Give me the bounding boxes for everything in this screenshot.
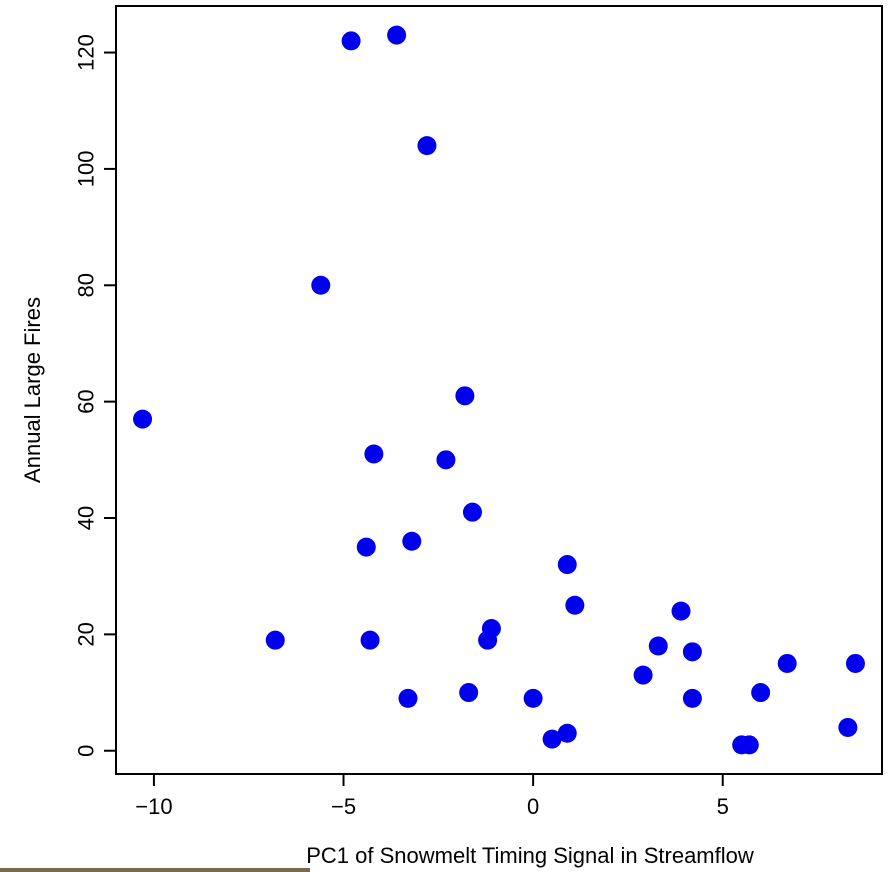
data-point (557, 555, 577, 575)
data-point (523, 688, 543, 708)
y-tick-label: 40 (74, 506, 99, 530)
y-tick-label: 120 (74, 34, 99, 71)
data-point (682, 688, 702, 708)
y-tick-label: 20 (74, 622, 99, 646)
y-tick-label: 60 (74, 389, 99, 413)
data-point (436, 450, 456, 470)
data-point (739, 735, 759, 755)
y-axis-title: Annual Large Fires (20, 297, 45, 483)
data-point (557, 723, 577, 743)
data-point (671, 601, 691, 621)
x-tick-label: −5 (331, 794, 356, 819)
data-point (417, 136, 437, 156)
data-point (462, 502, 482, 522)
data-point (360, 630, 380, 650)
data-point (459, 683, 479, 703)
data-point (838, 717, 858, 737)
data-point (265, 630, 285, 650)
data-point (133, 409, 153, 429)
data-point (682, 642, 702, 662)
data-point (633, 665, 653, 685)
data-point (341, 31, 361, 51)
data-points (133, 25, 865, 755)
x-tick-label: −10 (135, 794, 172, 819)
x-tick-label: 5 (717, 794, 729, 819)
data-point (777, 653, 797, 673)
y-tick-label: 100 (74, 151, 99, 188)
data-point (542, 729, 562, 749)
data-point (364, 444, 384, 464)
data-point (398, 688, 418, 708)
y-axis: 0 20 40 60 80 100 120 (74, 34, 117, 757)
data-point (648, 636, 668, 656)
data-point (402, 531, 422, 551)
data-point (481, 619, 501, 639)
x-axis-title: PC1 of Snowmelt Timing Signal in Streamf… (306, 843, 754, 868)
y-tick-label: 0 (74, 745, 99, 757)
data-point (311, 275, 331, 295)
data-point (845, 653, 865, 673)
bottom-edge-strip (0, 868, 310, 872)
y-tick-label: 80 (74, 273, 99, 297)
data-point (356, 537, 376, 557)
x-axis: −10 −5 0 5 (135, 773, 729, 819)
data-point (455, 386, 475, 406)
plot-frame (115, 5, 883, 775)
x-tick-label: 0 (527, 794, 539, 819)
data-point (751, 683, 771, 703)
data-point (387, 25, 407, 45)
data-point (565, 595, 585, 615)
